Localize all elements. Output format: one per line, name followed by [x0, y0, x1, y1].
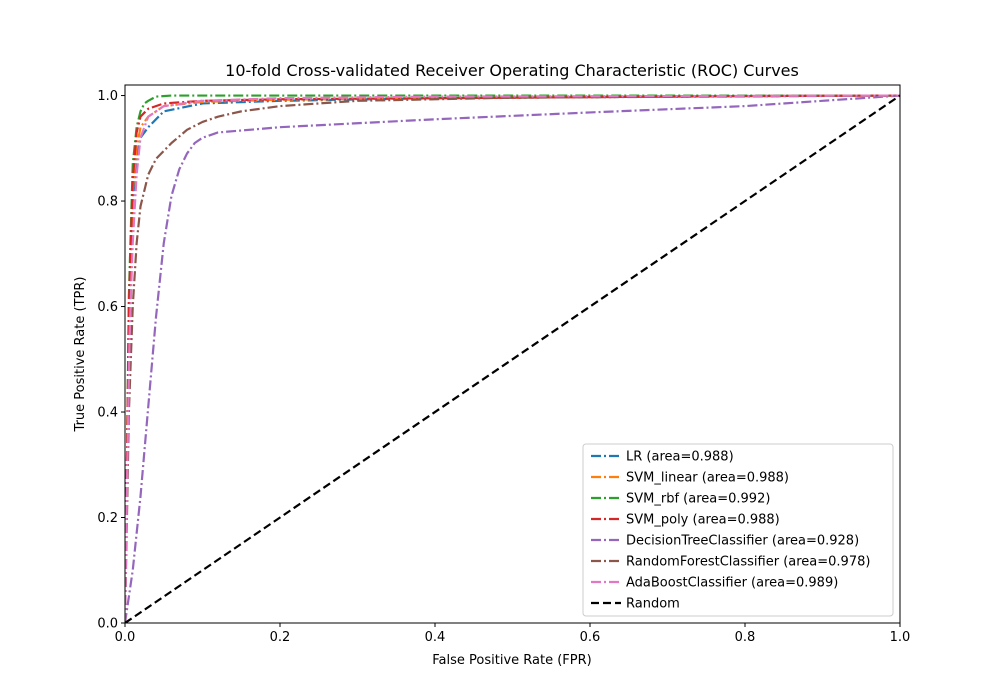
legend-label: Random — [626, 597, 680, 612]
series-layer — [125, 94, 900, 623]
series-line-4 — [125, 94, 900, 623]
y-tick-label: 0.0 — [97, 617, 118, 632]
series-line-5 — [125, 94, 900, 623]
series-line-7 — [125, 94, 900, 623]
legend-label: SVM_poly (area=0.988) — [626, 513, 780, 528]
legend-label: AdaBoostClassifier (area=0.989) — [626, 576, 838, 591]
y-tick-label: 0.2 — [97, 511, 118, 526]
x-tick-label: 1.0 — [890, 630, 911, 645]
legend-label: LR (area=0.988) — [626, 450, 734, 465]
x-tick-label: 0.4 — [425, 630, 446, 645]
x-tick-label: 0.6 — [580, 630, 601, 645]
legend-label: RandomForestClassifier (area=0.978) — [626, 555, 870, 570]
x-axis-label: False Positive Rate (FPR) — [432, 653, 591, 668]
series-line-6 — [125, 94, 900, 623]
legend-box — [582, 443, 894, 617]
x-tick-label: 0.8 — [735, 630, 756, 645]
series-line-3 — [125, 94, 900, 623]
legend-label: DecisionTreeClassifier (area=0.928) — [626, 534, 859, 549]
y-axis-label: True Positive Rate (TPR) — [73, 277, 88, 433]
x-tick-label: 0.0 — [115, 630, 136, 645]
y-tick-label: 1.0 — [97, 89, 118, 104]
plot-area — [124, 84, 901, 624]
y-tick-label: 0.8 — [97, 195, 118, 210]
y-tick-label: 0.4 — [97, 406, 118, 421]
legend: LR (area=0.988) SVM_linear (area=0.988) SV… — [582, 443, 894, 617]
y-tick-label: 0.6 — [97, 300, 118, 315]
chart-title: 10-fold Cross-validated Receiver Operati… — [225, 61, 799, 80]
plot-frame — [124, 84, 901, 624]
x-axis: 0.0 0.2 0.4 0.6 0.8 1.0 — [115, 623, 911, 645]
legend-label: SVM_rbf (area=0.992) — [626, 492, 770, 507]
x-tick-label: 0.2 — [270, 630, 291, 645]
y-axis: 0.0 0.2 0.4 0.6 0.8 1.0 — [97, 89, 125, 632]
series-line-2 — [125, 94, 900, 623]
legend-label: SVM_linear (area=0.988) — [626, 471, 789, 486]
